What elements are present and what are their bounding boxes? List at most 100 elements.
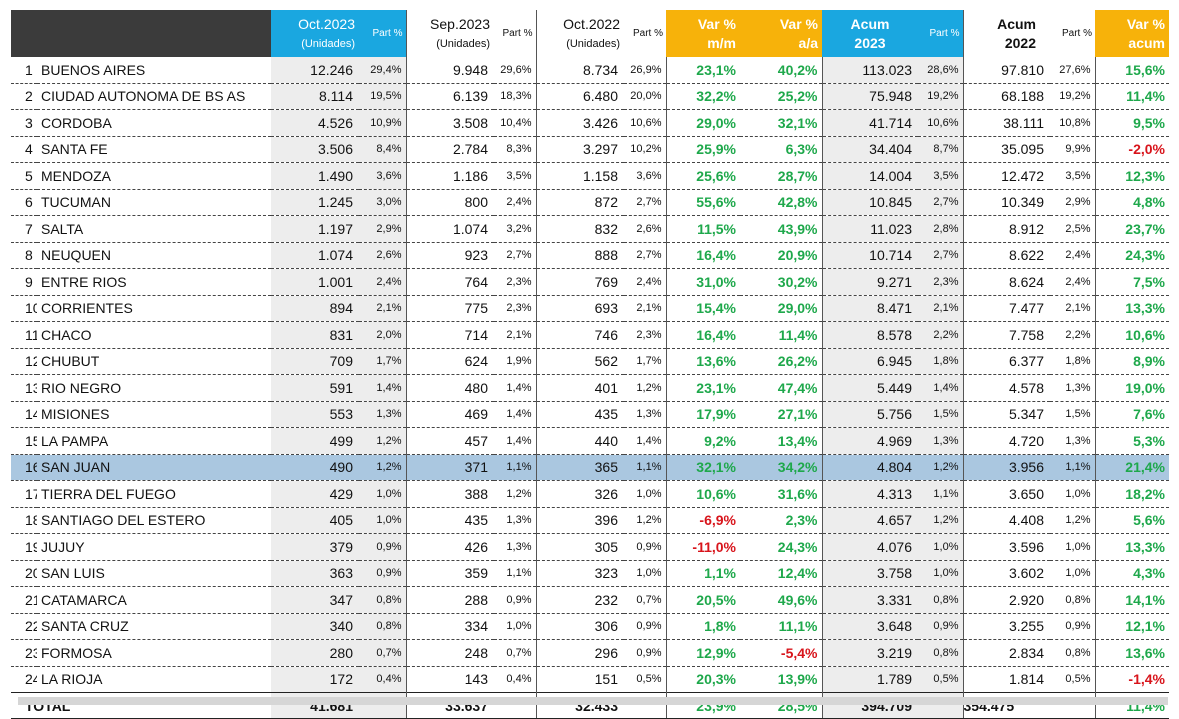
acum2023-units: 41.714 [821,109,918,137]
var-aa: 20,9% [740,242,822,269]
table-row[interactable]: 3 CORDOBA 4.526 10,9% 3.508 10,4% 3.426 10,6% 29… [11,109,1169,137]
table-row[interactable]: 8 NEUQUEN 1.074 2,6% 923 2,7% 888 2,7% 16,4% 20,9… [11,242,1169,269]
table-row[interactable]: 21CATAMARCA3470,8%2880,9%2320,7%20,5%49,… [11,586,1169,614]
oct2022-part: 0,5% [624,666,666,693]
acum2023-part: 2,7% [918,189,963,216]
oct2022-part: 0,9% [624,533,666,561]
acum2023-units: 3.219 [821,639,918,667]
header-blank [11,10,271,57]
table-row[interactable]: 12CHUBUT7091,7%6241,9%5621,7%13,6%26,2%6… [11,348,1169,375]
sep2023-part: 1,1% [494,454,536,481]
oct2023-units: 490 [271,454,359,481]
acum2022-part: 1,0% [1050,560,1095,587]
oct2022-units: 872 [535,189,624,216]
row-index: 8 [11,242,37,269]
table-row[interactable]: 17TIERRA DEL FUEGO4291,0%3881,2%3261,0%1… [11,480,1169,508]
acum2022-part: 2,4% [1050,268,1095,296]
province-name: JUJUY [37,533,271,561]
horizontal-scrollbar[interactable] [18,697,1168,705]
table-row[interactable]: 2 CIUDAD AUTONOMA DE BS AS 8.114 19,5% 6.139… [11,83,1169,110]
province-name: CIUDAD AUTONOMA DE BS AS [37,83,271,110]
acum2023-units: 5.756 [821,401,918,428]
oct2023-part: 0,8% [359,613,406,640]
table-row[interactable]: 5 MENDOZA 1.490 3,6% 1.186 3,5% 1.158 3,6% 25,6%… [11,162,1169,190]
acum2022-part: 2,9% [1050,189,1095,216]
acum2022-units: 1.814 [962,666,1050,693]
var-acum: 24,3% [1094,242,1169,269]
header-var-acum-line1: Var % [1126,15,1165,32]
oct2023-units: 1.197 [271,215,359,243]
acum2022-part: 2,4% [1050,242,1095,269]
acum2023-part: 2,3% [918,268,963,296]
oct2022-units: 151 [535,666,624,693]
oct2023-part: 2,9% [359,215,406,243]
sep2023-units: 714 [405,321,494,349]
acum2023-part: 0,9% [918,613,963,640]
row-index: 16 [11,454,37,481]
acum2022-part: 3,5% [1050,162,1095,190]
var-acum: 4,3% [1094,560,1169,587]
table-row[interactable]: 7 SALTA 1.197 2,9% 1.074 3,2% 832 2,6% 11,5% 43,9… [11,215,1169,243]
acum2023-units: 14.004 [821,162,918,190]
oct2023-units: 1.245 [271,189,359,216]
sep2023-part: 2,1% [494,321,536,349]
table-row[interactable]: 13RIO NEGRO5911,4%4801,4%4011,2%23,1%47,… [11,374,1169,402]
acum2022-part: 1,3% [1050,374,1095,402]
table-row[interactable]: 20SAN LUIS3630,9%3591,1%3231,0%1,1%12,4%… [11,560,1169,587]
sep2023-units: 334 [405,613,494,640]
table-row[interactable]: 1 BUENOS AIRES 12.246 29,4% 9.948 29,6% 8.734 2… [11,57,1169,84]
acum2023-units: 1.789 [821,666,918,693]
table-row[interactable]: 19JUJUY3790,9%4261,3%3050,9%-11,0%24,3%4… [11,533,1169,561]
acum2023-part: 0,8% [918,639,963,667]
table-row[interactable]: 23FORMOSA2800,7%2480,7%2960,9%12,9%-5,4%… [11,639,1169,667]
table-row[interactable]: 4 SANTA FE 3.506 8,4% 2.784 8,3% 3.297 10,2% 25,… [11,136,1169,163]
table-row[interactable]: 9 ENTRE RIOS 1.001 2,4% 764 2,3% 769 2,4% 31,0% 3… [11,268,1169,296]
var-aa: 40,2% [740,57,822,84]
var-acum: 13,3% [1094,533,1169,561]
acum2022-part: 19,2% [1050,83,1095,110]
row-index: 7 [11,215,37,243]
var-aa: 49,6% [740,586,822,614]
acum2022-units: 6.377 [962,348,1050,375]
table-row[interactable]: 22SANTA CRUZ3400,8%3341,0%3060,9%1,8%11,… [11,613,1169,640]
row-index: 3 [11,109,37,137]
oct2023-units: 405 [271,507,359,534]
table-row[interactable]: 6 TUCUMAN 1.245 3,0% 800 2,4% 872 2,7% 55,6% 42,8… [11,189,1169,216]
sep2023-units: 248 [405,639,494,667]
oct2023-units: 280 [271,639,359,667]
header-var-mm: Var % m/m [666,10,740,57]
oct2023-units: 4.526 [271,109,359,137]
oct2023-units: 429 [271,480,359,508]
header-sep2023-title: Sep.2023 [430,16,490,32]
header-acum2023-line1: Acum [850,15,890,32]
table-row[interactable]: 11CHACO8312,0%7142,1%7462,3%16,4%11,4%8.… [11,321,1169,349]
oct2022-units: 326 [535,480,624,508]
oct2022-part: 1,7% [624,348,666,375]
province-name: CHUBUT [37,348,271,375]
sep2023-units: 624 [405,348,494,375]
var-acum: 8,9% [1094,348,1169,375]
var-aa: 30,2% [740,268,822,296]
row-index: 14 [11,401,37,428]
oct2022-units: 1.158 [535,162,624,190]
table-row[interactable]: 14MISIONES5531,3%4691,4%4351,3%17,9%27,1… [11,401,1169,428]
oct2022-units: 306 [535,613,624,640]
acum2022-part: 1,8% [1050,348,1095,375]
oct2023-part: 0,8% [359,586,406,614]
var-mm: -6,9% [665,507,740,534]
oct2022-units: 365 [535,454,624,481]
oct2023-units: 172 [271,666,359,693]
table-row[interactable]: 24LA RIOJA1720,4%1430,4%1510,5%20,3%13,9… [11,666,1169,693]
acum2023-part: 1,4% [918,374,963,402]
sep2023-units: 388 [405,480,494,508]
province-name: ENTRE RIOS [37,268,271,296]
oct2022-part: 2,1% [624,295,666,322]
oct2023-part: 3,0% [359,189,406,216]
table-row[interactable]: 10CORRIENTES8942,1%7752,3%6932,1%15,4%29… [11,295,1169,322]
oct2022-units: 396 [535,507,624,534]
table-row[interactable]: 16SAN JUAN4901,2%3711,1%3651,1%32,1%34,2… [11,454,1169,481]
oct2022-part: 0,7% [624,586,666,614]
table-row[interactable]: 15LA PAMPA4991,2%4571,4%4401,4%9,2%13,4%… [11,427,1169,455]
oct2023-units: 1.074 [271,242,359,269]
table-row[interactable]: 18SANTIAGO DEL ESTERO4051,0%4351,3%3961,… [11,507,1169,534]
